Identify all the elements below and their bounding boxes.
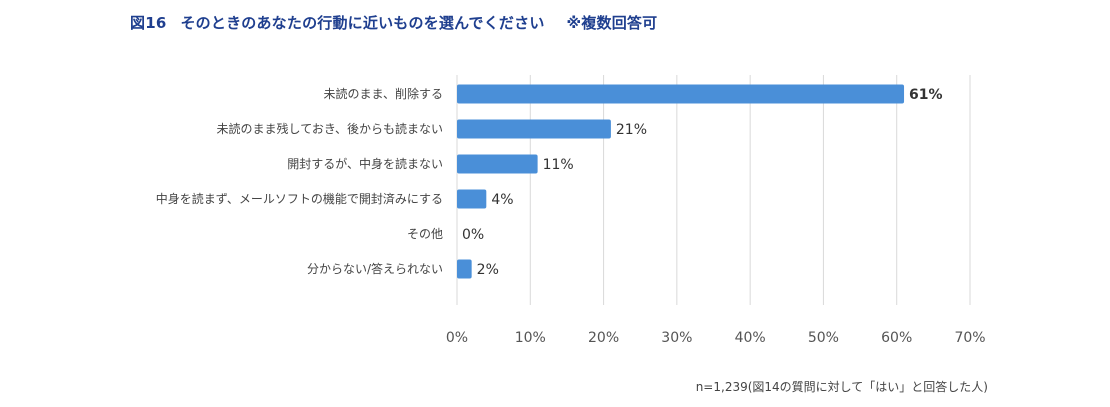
category-label: その他	[407, 227, 443, 241]
figure-number: 図16	[130, 14, 167, 32]
x-tick-label: 60%	[881, 330, 912, 346]
x-tick-label: 40%	[735, 330, 766, 346]
x-tick-label: 10%	[515, 330, 546, 346]
x-tick-label: 70%	[954, 330, 985, 346]
category-label: 中身を読まず、メールソフトの機能で開封済みにする	[156, 191, 443, 206]
bar	[457, 154, 538, 174]
x-tick-label: 0%	[446, 330, 468, 346]
question-text: そのときのあなたの行動に近いものを選んでください	[180, 14, 545, 32]
data-label: 11%	[543, 157, 574, 173]
category-label: 未読のまま、削除する	[323, 86, 443, 101]
category-label: 分からない/答えられない	[307, 261, 443, 276]
data-label: 21%	[616, 122, 647, 138]
bar	[457, 259, 472, 279]
x-tick-label: 30%	[661, 330, 692, 346]
data-label: 4%	[491, 192, 513, 208]
footnote: n=1,239(図14の質問に対して「はい」と回答した人)	[695, 380, 988, 394]
x-tick-label: 50%	[808, 330, 839, 346]
chart-title: 図16 そのときのあなたの行動に近いものを選んでください ※複数回答可	[130, 12, 657, 33]
data-label: 61%	[909, 87, 943, 103]
data-label: 2%	[477, 262, 499, 278]
bar	[457, 189, 487, 209]
x-tick-label: 20%	[588, 330, 619, 346]
category-label: 未読のまま残しておき、後からも読まない	[217, 121, 443, 136]
category-label: 開封するが、中身を読まない	[287, 156, 443, 171]
bar	[457, 84, 905, 104]
data-label: 0%	[462, 227, 484, 243]
multiple-answer-note: ※複数回答可	[566, 14, 658, 32]
bar	[457, 119, 611, 139]
